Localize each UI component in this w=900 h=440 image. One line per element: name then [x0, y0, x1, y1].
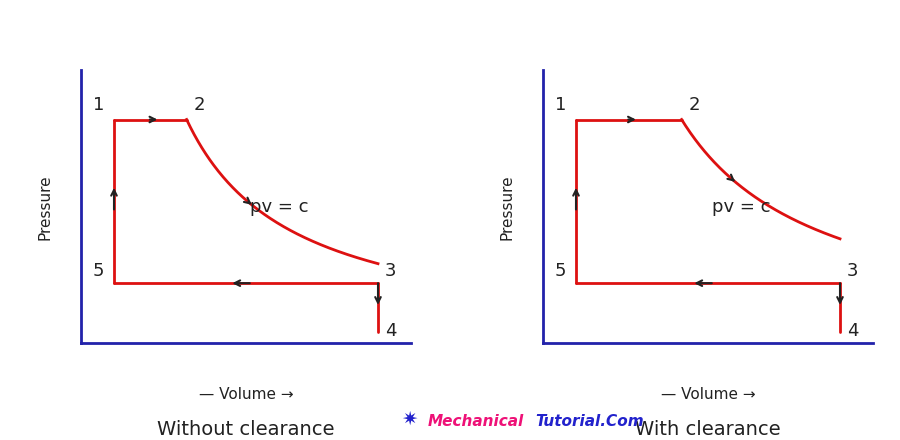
Text: Mechanical: Mechanical [428, 414, 524, 429]
Text: Pressure: Pressure [37, 174, 52, 240]
Text: 5: 5 [93, 262, 104, 280]
Text: Without clearance: Without clearance [158, 420, 335, 439]
Text: 5: 5 [554, 262, 566, 280]
Text: 3: 3 [384, 262, 396, 280]
Text: 4: 4 [847, 323, 858, 341]
Text: 4: 4 [384, 323, 396, 341]
Text: 3: 3 [847, 262, 858, 280]
Text: Pressure: Pressure [500, 174, 514, 240]
Text: With clearance: With clearance [635, 420, 781, 439]
Text: 2: 2 [688, 96, 699, 114]
Text: pv = c: pv = c [712, 198, 770, 216]
Text: pv = c: pv = c [250, 198, 308, 216]
Text: Tutorial.Com: Tutorial.Com [536, 414, 644, 429]
Text: 2: 2 [194, 96, 204, 114]
Text: ✷: ✷ [401, 410, 418, 429]
Text: 1: 1 [93, 96, 104, 114]
Text: 1: 1 [554, 96, 566, 114]
Text: — Volume →: — Volume → [661, 387, 755, 402]
Text: — Volume →: — Volume → [199, 387, 293, 402]
